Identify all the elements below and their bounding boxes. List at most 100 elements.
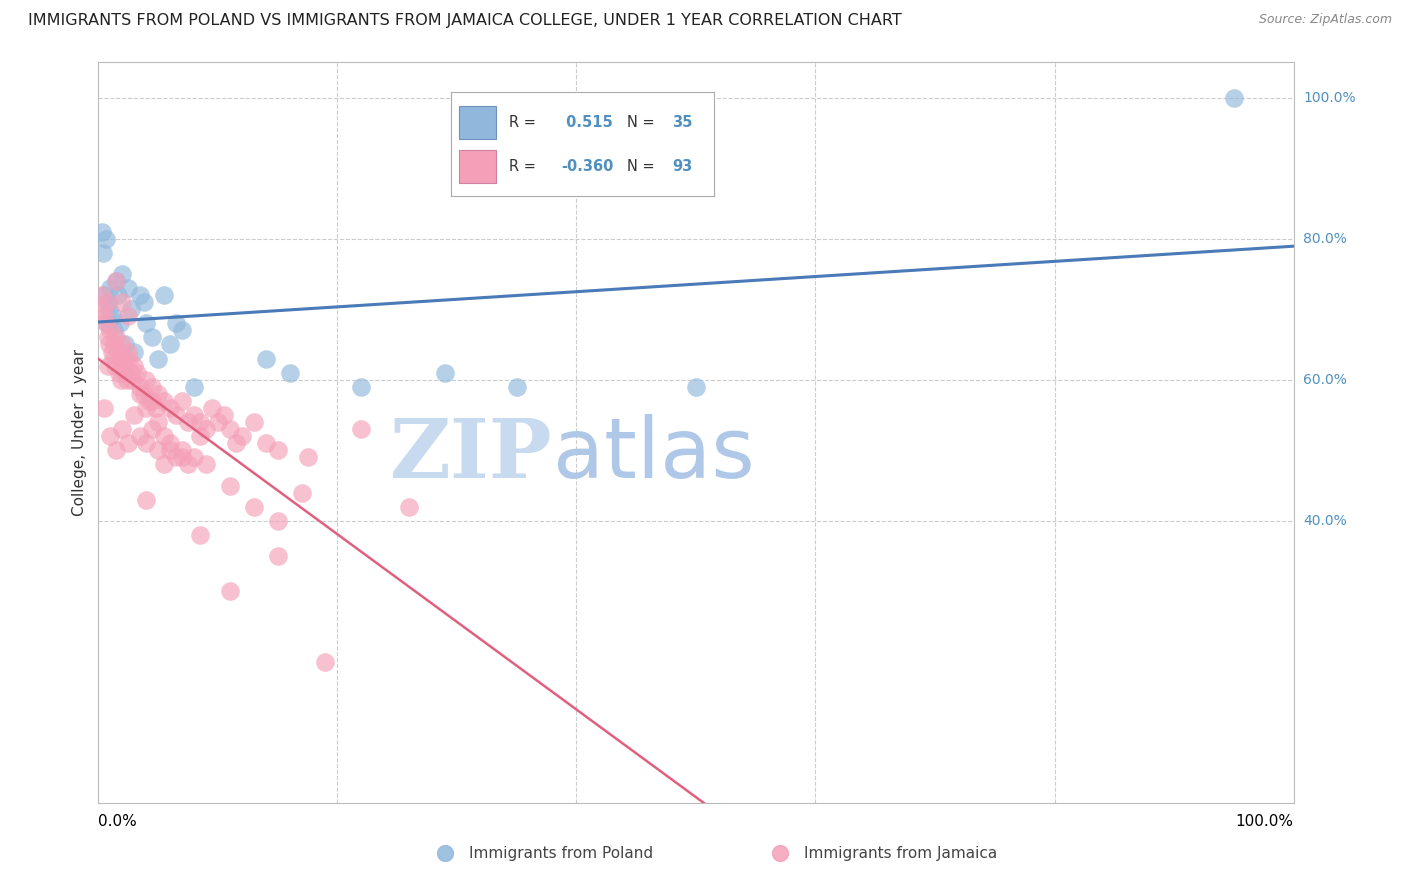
Point — [129, 288, 152, 302]
Point — [141, 422, 163, 436]
Point — [165, 450, 187, 465]
Point — [141, 393, 163, 408]
Point — [105, 443, 128, 458]
Point — [124, 408, 146, 422]
Point — [118, 351, 141, 366]
Point — [195, 422, 218, 436]
Point — [183, 450, 205, 465]
Point — [148, 387, 170, 401]
Point — [93, 401, 115, 415]
Point — [243, 415, 266, 429]
Point — [254, 436, 277, 450]
Point — [153, 429, 176, 443]
Point — [111, 267, 134, 281]
Point — [434, 366, 457, 380]
Point — [243, 500, 266, 514]
Point — [148, 351, 170, 366]
Point — [172, 323, 194, 337]
Point — [120, 366, 142, 380]
Point — [183, 408, 205, 422]
Point — [91, 302, 114, 317]
Point — [108, 351, 131, 366]
Point — [105, 274, 128, 288]
Point — [267, 514, 290, 528]
Point — [96, 316, 118, 330]
Point — [91, 225, 114, 239]
Point — [111, 337, 134, 351]
Point — [114, 337, 136, 351]
Point — [117, 310, 139, 324]
Point — [159, 337, 181, 351]
Y-axis label: College, Under 1 year: College, Under 1 year — [72, 349, 87, 516]
Point — [165, 408, 187, 422]
Point — [148, 415, 170, 429]
Point — [138, 393, 160, 408]
Point — [297, 450, 319, 465]
Point — [212, 408, 235, 422]
Text: 60.0%: 60.0% — [1303, 373, 1347, 387]
Point — [132, 387, 155, 401]
Point — [141, 330, 163, 344]
Point — [98, 302, 121, 317]
Point — [188, 415, 211, 429]
Point — [172, 443, 194, 458]
Point — [1223, 91, 1246, 105]
Point — [153, 393, 176, 408]
Point — [91, 245, 114, 260]
Point — [278, 366, 301, 380]
Point — [115, 351, 138, 366]
Text: 100.0%: 100.0% — [1303, 91, 1355, 104]
Point — [135, 436, 157, 450]
Point — [135, 373, 157, 387]
Point — [114, 366, 136, 380]
Point — [111, 422, 134, 436]
Point — [105, 274, 128, 288]
Text: 100.0%: 100.0% — [1236, 814, 1294, 829]
Point — [207, 415, 229, 429]
Point — [110, 373, 132, 387]
Point — [350, 380, 373, 394]
Point — [94, 232, 117, 246]
Point — [225, 436, 247, 450]
Point — [254, 351, 277, 366]
Point — [117, 436, 139, 450]
Point — [172, 393, 194, 408]
Point — [159, 401, 181, 415]
Point — [153, 288, 176, 302]
Point — [291, 485, 314, 500]
Text: Source: ZipAtlas.com: Source: ZipAtlas.com — [1258, 13, 1392, 27]
Text: Immigrants from Jamaica: Immigrants from Jamaica — [804, 846, 997, 861]
Point — [153, 458, 176, 472]
Point — [97, 295, 120, 310]
Point — [145, 401, 167, 415]
Point — [112, 359, 135, 373]
Point — [188, 429, 211, 443]
Point — [96, 295, 118, 310]
Point — [97, 330, 120, 344]
Point — [177, 458, 200, 472]
Point — [108, 316, 131, 330]
Point — [135, 492, 157, 507]
Point — [98, 281, 122, 295]
Point — [183, 380, 205, 394]
Point — [105, 330, 128, 344]
Point — [117, 344, 139, 359]
Text: Immigrants from Poland: Immigrants from Poland — [470, 846, 652, 861]
Point — [125, 366, 148, 380]
Point — [219, 422, 242, 436]
Point — [124, 359, 146, 373]
Point — [315, 655, 337, 669]
Point — [107, 288, 129, 302]
Text: ZIP: ZIP — [389, 415, 553, 495]
Point — [135, 401, 157, 415]
Point — [103, 337, 125, 351]
Point — [117, 281, 139, 295]
Point — [177, 415, 200, 429]
Point — [172, 450, 194, 465]
Point — [111, 295, 134, 310]
Text: 40.0%: 40.0% — [1303, 514, 1347, 528]
Point — [350, 422, 373, 436]
Point — [685, 380, 707, 394]
Point — [148, 443, 170, 458]
Point — [100, 344, 122, 359]
